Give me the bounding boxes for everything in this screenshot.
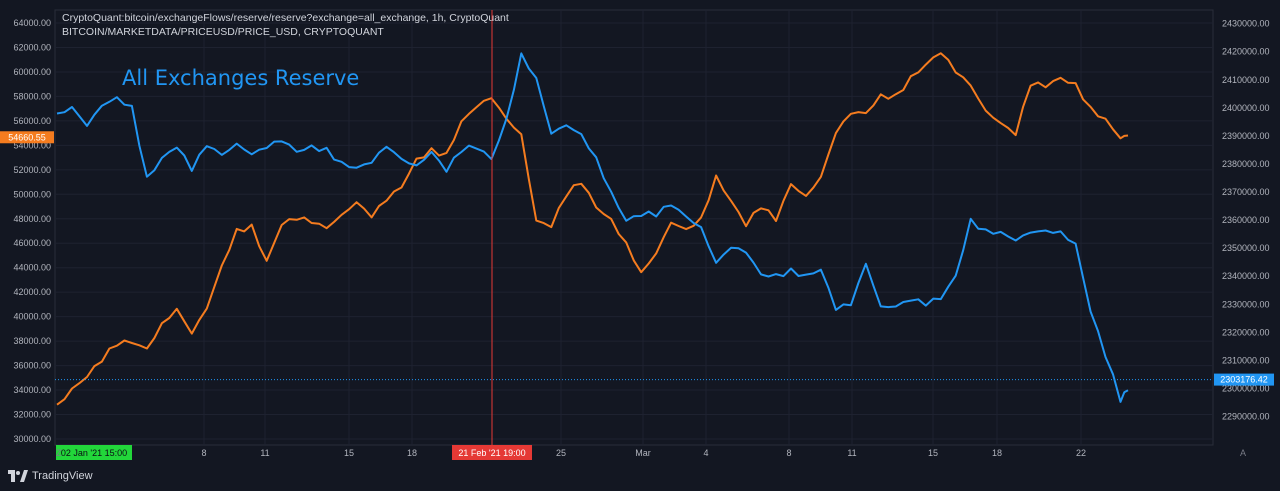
start-date-label: 02 Jan '21 15:00 [61, 448, 127, 458]
x-tick-label: 15 [928, 448, 938, 458]
left-price-axis: 64000.00 62000.00 60000.00 58000.00 56000.00… [13, 18, 51, 444]
x-tick-label: 18 [407, 448, 417, 458]
right-reserve-axis: 2430000.00 2420000.00 2410000.00 2400000.00… [1222, 19, 1270, 422]
price-series-line [56, 52, 1129, 406]
left-tick-label: 38000.00 [13, 336, 51, 346]
left-tick-label: 34000.00 [13, 385, 51, 395]
start-date-tag [56, 445, 132, 460]
left-tick-label: 52000.00 [13, 165, 51, 175]
right-tick-label: 2420000.00 [1222, 47, 1270, 57]
left-tick-label: 62000.00 [13, 42, 51, 52]
grid [54, 9, 1214, 446]
reserve-series-title: CryptoQuant:bitcoin/exchangeFlows/reserv… [62, 12, 509, 24]
x-tick-label: 15 [344, 448, 354, 458]
left-tick-label: 60000.00 [13, 67, 51, 77]
right-tick-label: 2360000.00 [1222, 215, 1270, 225]
x-tick-label: 8 [786, 448, 791, 458]
auto-scale-button[interactable]: A [1240, 448, 1247, 458]
left-tick-label: 36000.00 [13, 361, 51, 371]
x-tick-label: 4 [703, 448, 708, 458]
left-tick-label: 54000.00 [13, 140, 51, 150]
left-tick-label: 58000.00 [13, 91, 51, 101]
price-last-tag [0, 131, 54, 144]
x-tick-label: 11 [847, 448, 856, 458]
reserve-last-tag [1214, 373, 1274, 386]
x-tick-label: 8 [201, 448, 206, 458]
crosshair-date-label: 21 Feb '21 19:00 [458, 448, 525, 458]
right-tick-label: 2390000.00 [1222, 131, 1270, 141]
right-tick-label: 2320000.00 [1222, 327, 1270, 337]
crosshair-date-tag [452, 445, 532, 460]
reserve-annotation-title: All Exchanges Reserve [122, 66, 360, 90]
left-tick-label: 32000.00 [13, 410, 51, 420]
right-tick-label: 2410000.00 [1222, 75, 1270, 85]
left-tick-label: 46000.00 [13, 238, 51, 248]
right-tick-label: 2430000.00 [1222, 19, 1270, 29]
left-tick-label: 48000.00 [13, 214, 51, 224]
reserve-series-line [56, 52, 1129, 403]
x-tick-label: 22 [1076, 448, 1086, 458]
left-tick-label: 40000.00 [13, 312, 51, 322]
right-tick-label: 2330000.00 [1222, 299, 1270, 309]
tradingview-icon [8, 470, 28, 482]
right-tick-label: 2300000.00 [1222, 384, 1270, 394]
price-series-title: BITCOIN/MARKETDATA/PRICEUSD/PRICE_USD, C… [62, 26, 384, 38]
left-tick-label: 64000.00 [13, 18, 51, 28]
timezone-button[interactable]: Z [56, 448, 62, 458]
x-tick-label: 18 [992, 448, 1002, 458]
right-tick-label: 2290000.00 [1222, 412, 1270, 422]
pane-border [54, 9, 1214, 446]
series-layer [56, 52, 1129, 406]
right-tick-label: 2370000.00 [1222, 187, 1270, 197]
left-tick-label: 56000.00 [13, 116, 51, 126]
x-tick-label: Mar [635, 448, 651, 458]
right-tick-label: 2350000.00 [1222, 243, 1270, 253]
reserve-last-value: 2303176.42 [1220, 375, 1268, 385]
x-tick-label: 25 [556, 448, 566, 458]
right-tick-label: 2400000.00 [1222, 103, 1270, 113]
left-tick-label: 44000.00 [13, 263, 51, 273]
left-tick-label: 42000.00 [13, 287, 51, 297]
left-tick-label: 30000.00 [13, 434, 51, 444]
right-tick-label: 2380000.00 [1222, 159, 1270, 169]
tradingview-label: TradingView [32, 470, 93, 482]
right-tick-label: 2340000.00 [1222, 271, 1270, 281]
time-axis: 8 11 15 18 25 Mar 4 8 11 15 18 22 [201, 448, 1086, 458]
overlay-layer: 54660.55 2303176.42 02 Jan '21 15:00 21 Feb… [0, 10, 1274, 460]
price-last-value: 54660.55 [8, 132, 46, 142]
x-tick-label: 11 [260, 448, 269, 458]
left-tick-label: 50000.00 [13, 189, 51, 199]
tradingview-logo[interactable]: TradingView [8, 470, 93, 482]
right-tick-label: 2310000.00 [1222, 355, 1270, 365]
